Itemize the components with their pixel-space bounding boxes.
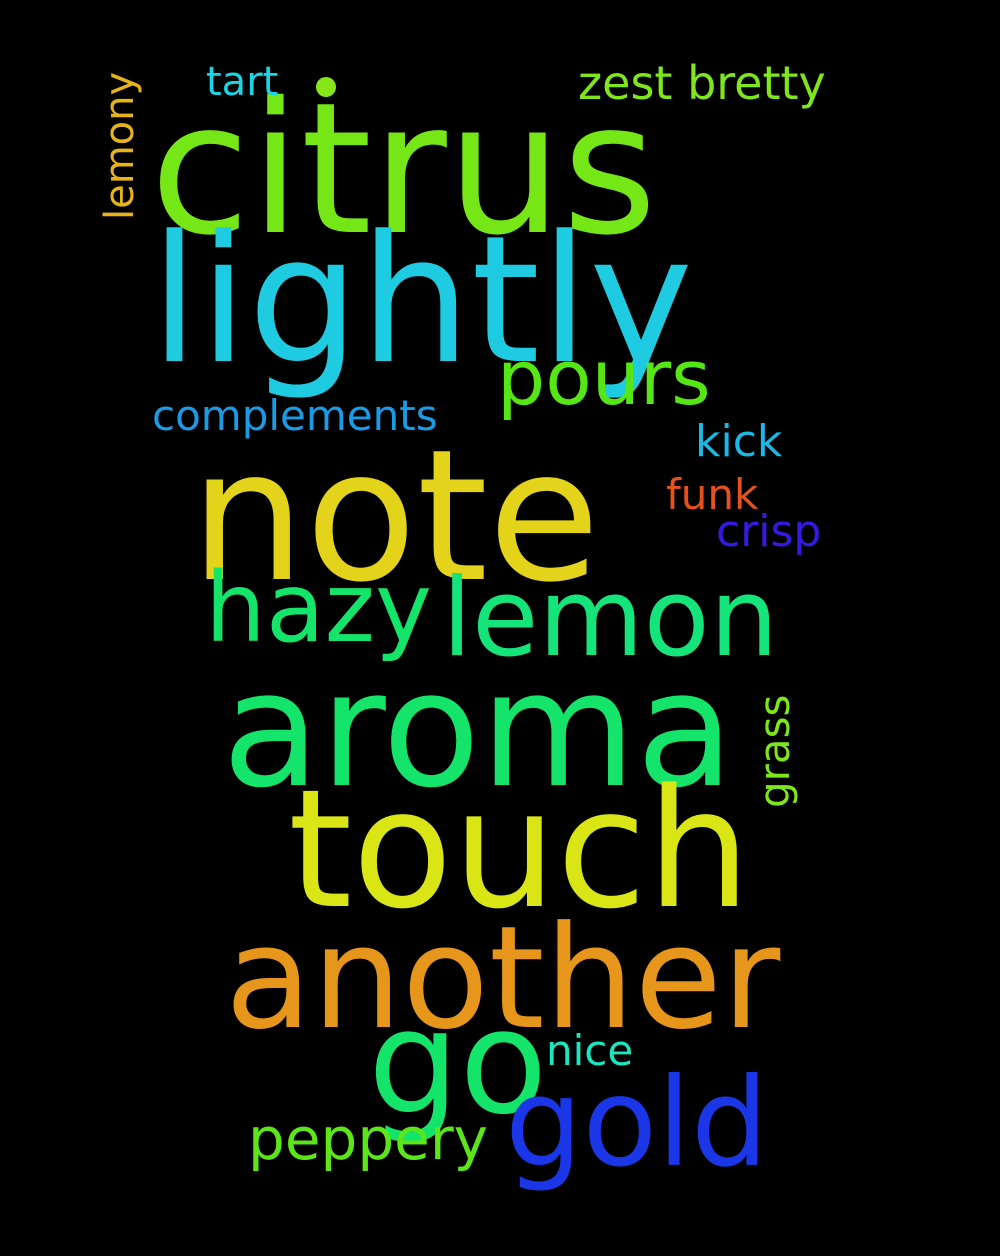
dot-mark [316,77,336,97]
word-pours: pours [497,333,711,422]
word-nice: nice [546,1026,634,1075]
word-crisp: crisp [716,506,822,557]
word-funk: funk [666,470,759,519]
word-touch: touch [288,754,751,945]
word-complements: complements [152,391,438,440]
word-grass: grass [750,694,799,808]
word-lemon: lemon [442,556,779,681]
word-go: go [368,978,548,1146]
word-gold: gold [505,1052,769,1194]
word-kick: kick [695,416,783,467]
word-note: note [190,410,601,622]
word-tart: tart [206,59,279,105]
word-aroma: aroma [222,636,735,823]
word-hazy: hazy [205,552,432,664]
word-another: another [225,896,781,1061]
word-citrus: citrus [150,63,657,275]
word-peppery: peppery [248,1105,488,1173]
word-lemony: lemony [97,71,143,220]
word-lightly: lightly [150,198,694,403]
word-zest-bretty: zest bretty [578,56,826,110]
